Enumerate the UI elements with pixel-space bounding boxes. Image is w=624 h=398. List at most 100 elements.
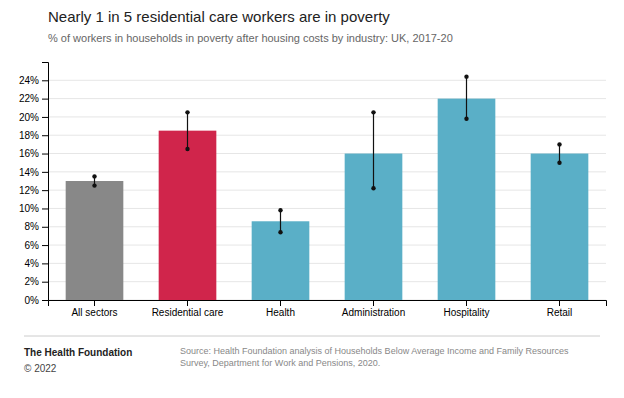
title: Nearly 1 in 5 residential care workers a… <box>48 8 390 25</box>
grid-line <box>48 245 606 246</box>
y-tick: 2% <box>25 276 48 287</box>
x-axis-line <box>49 301 607 307</box>
grid-line <box>48 98 606 99</box>
y-tick-label: 16% <box>19 148 39 159</box>
x-tick: Retail <box>547 300 573 318</box>
y-tick-label: 22% <box>19 93 39 104</box>
error-cap-upper <box>371 110 375 114</box>
bar <box>438 99 496 300</box>
grid-line <box>48 135 606 136</box>
y-tick-mark <box>42 208 48 209</box>
y-tick-mark <box>42 117 48 118</box>
y-tick: 24% <box>19 75 48 86</box>
x-tick: Residential care <box>152 300 224 318</box>
y-tick: 20% <box>19 112 48 123</box>
chart: Nearly 1 in 5 residential care workers a… <box>0 0 624 398</box>
bar <box>252 221 310 300</box>
y-tick-mark <box>42 154 48 155</box>
y-tick: 4% <box>25 258 48 269</box>
grid-line <box>48 263 606 264</box>
error-cap-lower <box>185 147 189 151</box>
y-tick-label: 8% <box>25 221 40 232</box>
y-tick-label: 24% <box>19 75 39 86</box>
x-tick-mark <box>187 300 188 306</box>
marks <box>66 74 589 300</box>
y-tick: 8% <box>25 221 48 232</box>
bar <box>159 131 217 300</box>
y-tick-mark <box>42 300 48 301</box>
grid-line <box>48 153 606 154</box>
x-tick: All sectors <box>71 300 117 318</box>
error-cap-upper <box>278 208 282 212</box>
grid <box>48 80 606 300</box>
x-tick-mark <box>373 300 374 306</box>
x-tick-label: Residential care <box>152 307 224 318</box>
y-tick: 18% <box>19 130 48 141</box>
y-tick-mark <box>42 172 48 173</box>
x-tick-mark <box>559 300 560 306</box>
grid-line <box>48 190 606 191</box>
y-tick-mark <box>42 190 48 191</box>
y-tick-label: 12% <box>19 185 39 196</box>
x-tick-label: Administration <box>342 307 405 318</box>
y-tick-label: 0% <box>25 295 40 306</box>
x-tick-label: Hospitality <box>443 307 489 318</box>
y-tick-label: 18% <box>19 130 39 141</box>
x-tick: Health <box>266 300 295 318</box>
subtitle: % of workers in households in poverty af… <box>48 32 453 44</box>
grid-line <box>48 116 606 117</box>
error-cap-upper <box>557 142 561 146</box>
error-bar <box>373 112 374 188</box>
error-bar <box>559 144 560 162</box>
y-tick-label: 14% <box>19 167 39 178</box>
y-tick: 12% <box>19 185 48 196</box>
error-cap-lower <box>464 117 468 121</box>
error-bar <box>280 210 281 232</box>
y-tick-mark <box>42 135 48 136</box>
y-tick: 0% <box>25 295 48 306</box>
error-bar <box>466 77 467 119</box>
error-cap-upper <box>464 74 468 78</box>
source-line: Survey, Department for Work and Pensions… <box>180 358 380 368</box>
x-tick-label: Health <box>266 307 295 318</box>
grid-line <box>48 171 606 172</box>
source: Source: Health Foundation analysis of Ho… <box>180 346 569 368</box>
x-tick: Administration <box>342 300 405 318</box>
y-tick-mark <box>42 245 48 246</box>
y-tick-mark <box>42 282 48 283</box>
x-tick-mark <box>94 300 95 306</box>
error-cap-lower <box>92 183 96 187</box>
error-bar <box>187 112 188 149</box>
y-tick: 10% <box>19 203 48 214</box>
plot: 0% 2% 4% 6% 8% 10% 12% 14% 16% 18% 20% 22% 24% All se… <box>19 63 607 319</box>
y-tick-mark <box>42 263 48 264</box>
grid-line <box>48 208 606 209</box>
x-tick-label: All sectors <box>71 307 117 318</box>
x-tick-mark <box>280 300 281 306</box>
x-axis: All sectors Residential care Health Adminis… <box>49 300 607 318</box>
y-tick-label: 20% <box>19 112 39 123</box>
footer-year: © 2022 <box>24 363 57 374</box>
y-tick-mark <box>42 227 48 228</box>
y-tick-label: 10% <box>19 203 39 214</box>
footer-org: The Health Foundation <box>24 347 132 358</box>
error-cap-lower <box>371 186 375 190</box>
y-tick-mark <box>42 80 48 81</box>
x-tick-mark <box>466 300 467 306</box>
y-tick-mark <box>42 99 48 100</box>
y-tick: 16% <box>19 148 48 159</box>
y-tick: 22% <box>19 93 48 104</box>
grid-line <box>48 281 606 282</box>
y-tick: 6% <box>25 240 48 251</box>
grid-line <box>48 80 606 81</box>
source-line: Source: Health Foundation analysis of Ho… <box>180 346 569 356</box>
grid-line <box>48 226 606 227</box>
bar <box>531 154 589 300</box>
x-tick: Hospitality <box>443 300 489 318</box>
error-cap-upper <box>92 174 96 178</box>
error-cap-lower <box>278 230 282 234</box>
x-tick-label: Retail <box>547 307 573 318</box>
y-axis-line <box>42 63 49 301</box>
y-tick-label: 4% <box>25 258 40 269</box>
error-cap-upper <box>185 110 189 114</box>
